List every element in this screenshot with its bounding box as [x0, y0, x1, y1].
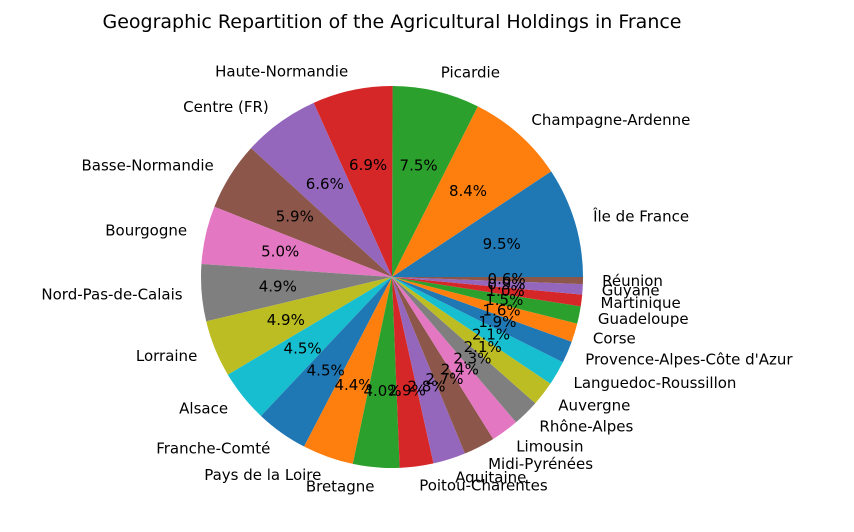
pie-slice-bretagne: [352, 277, 400, 469]
pie-slice-bourgogne: [201, 206, 392, 277]
percent-label-poitou-charentes: 2.9%: [388, 382, 426, 400]
slice-label-provence-alpes-cote-d-azur: Provence-Alpes-Côte d'Azur: [585, 351, 793, 369]
percent-label-picardie: 7.5%: [400, 157, 438, 175]
percent-label-languedoc-roussillon: 2.1%: [472, 326, 510, 344]
slice-label-rhone-alpes: Rhône-Alpes: [539, 418, 633, 436]
pie-slice-limousin: [392, 277, 517, 439]
percent-label-aquitaine: 2.8%: [407, 377, 445, 395]
percent-label-franche-comte: 4.5%: [307, 362, 345, 380]
slice-label-champagne-ardenne: Champagne-Ardenne: [531, 111, 690, 129]
pie-slice-auvergne: [392, 277, 551, 404]
pie-slice-centre-fr: [251, 102, 392, 277]
pie-slice-guyane: [392, 277, 583, 295]
slice-labels: Île de France Champagne-Ardenne Picardie Ha…: [41, 63, 793, 496]
pie-slice-pays-de-la-loire: [304, 277, 392, 464]
slice-label-bretagne: Bretagne: [306, 477, 375, 495]
pie-slice-provence-alpes-cote-d-azur: [392, 277, 572, 363]
slice-label-languedoc-roussillon: Languedoc-Roussillon: [574, 374, 737, 392]
percent-label-rhone-alpes: 2.3%: [453, 350, 491, 368]
pie-slice-ile-de-france: [392, 171, 583, 277]
pie-slice-alsace: [227, 277, 392, 416]
percent-label-pays-de-la-loire: 4.4%: [334, 376, 372, 394]
pie-slice-languedoc-roussillon: [392, 277, 563, 384]
pie-slice-nord-pas-de-calais: [200, 264, 392, 322]
percent-label-alsace: 4.5%: [284, 340, 322, 358]
pie-slice-lorraine: [206, 277, 392, 375]
slice-label-midi-pyrenees: Midi-Pyrénées: [488, 455, 593, 473]
slice-label-franche-comte: Franche-Comté: [156, 439, 270, 457]
slice-label-auvergne: Auvergne: [558, 396, 630, 414]
percent-label-guadeloupe: 1.5%: [485, 291, 523, 309]
percent-label-auvergne: 2.1%: [464, 338, 502, 356]
pie-slice-basse-normandie: [214, 148, 392, 277]
slice-label-martinique: Martinique: [601, 294, 681, 312]
pie-slice-rhone-alpes: [392, 277, 536, 423]
percent-label-bourgogne: 5.0%: [261, 243, 299, 261]
pie-slice-poitou-charentes: [392, 277, 434, 468]
percent-label-champagne-ardenne: 8.4%: [449, 182, 487, 200]
percent-label-martinique: 1.0%: [487, 282, 525, 300]
slice-label-alsace: Alsace: [179, 399, 228, 417]
slice-label-reunion: Réunion: [602, 272, 663, 290]
pie-slice-guadeloupe: [392, 277, 581, 324]
chart-title: Geographic Repartition of the Agricultur…: [103, 11, 682, 33]
slice-label-bourgogne: Bourgogne: [105, 222, 187, 240]
slice-label-corse: Corse: [593, 329, 636, 347]
percent-label-basse-normandie: 5.9%: [276, 207, 314, 225]
pie-slice-martinique: [392, 277, 583, 307]
percent-label-limousin: 2.4%: [441, 360, 479, 378]
percent-label-corse: 1.6%: [483, 302, 521, 320]
slice-label-guadeloupe: Guadeloupe: [598, 310, 689, 328]
pie-slice-champagne-ardenne: [392, 106, 552, 278]
pie-slice-corse: [392, 277, 578, 342]
slice-label-pays-de-la-loire: Pays de la Loire: [204, 466, 321, 484]
pie-slice-franche-comte: [260, 277, 392, 447]
percent-label-provence-alpes-cote-d-azur: 1.9%: [478, 313, 516, 331]
slice-label-poitou-charentes: Poitou-Charentes: [419, 476, 548, 494]
pie-slice-haute-normandie: [313, 85, 393, 277]
percent-label-nord-pas-de-calais: 4.9%: [259, 278, 297, 296]
slice-label-limousin: Limousin: [516, 437, 583, 455]
pie-slice-midi-pyrenees: [392, 277, 494, 454]
pie-slice-picardie: [392, 86, 478, 277]
slice-label-guyane: Guyane: [602, 282, 660, 300]
percent-label-midi-pyrenees: 2.7%: [425, 370, 463, 388]
slice-label-ile-de-france: Île de France: [592, 206, 689, 225]
percent-label-centre-fr: 6.6%: [306, 175, 344, 193]
percent-label-guyane: 0.9%: [487, 275, 525, 293]
pie-slice-reunion: [392, 277, 583, 285]
slice-label-nord-pas-de-calais: Nord-Pas-de-Calais: [41, 286, 182, 304]
percent-label-bretagne: 4.0%: [363, 382, 401, 400]
percent-label-reunion: 0.6%: [488, 270, 526, 288]
slice-label-lorraine: Lorraine: [136, 347, 197, 365]
percent-label-haute-normandie: 6.9%: [349, 156, 387, 174]
pie-slice-aquitaine: [392, 277, 465, 464]
slice-label-haute-normandie: Haute-Normandie: [215, 63, 348, 81]
slice-label-picardie: Picardie: [441, 64, 500, 82]
slice-label-basse-normandie: Basse-Normandie: [82, 157, 214, 175]
pie-slices: [200, 85, 583, 469]
percent-label-lorraine: 4.9%: [267, 311, 305, 329]
slice-label-aquitaine: Aquitaine: [455, 468, 526, 486]
percent-labels: 9.5% 8.4% 7.5% 6.9% 6.6% 5.9% 5.0% 4.9% 4.9% 4.5%…: [259, 156, 526, 400]
percent-label-ile-de-france: 9.5%: [483, 235, 521, 253]
slice-label-centre-fr: Centre (FR): [183, 98, 269, 116]
